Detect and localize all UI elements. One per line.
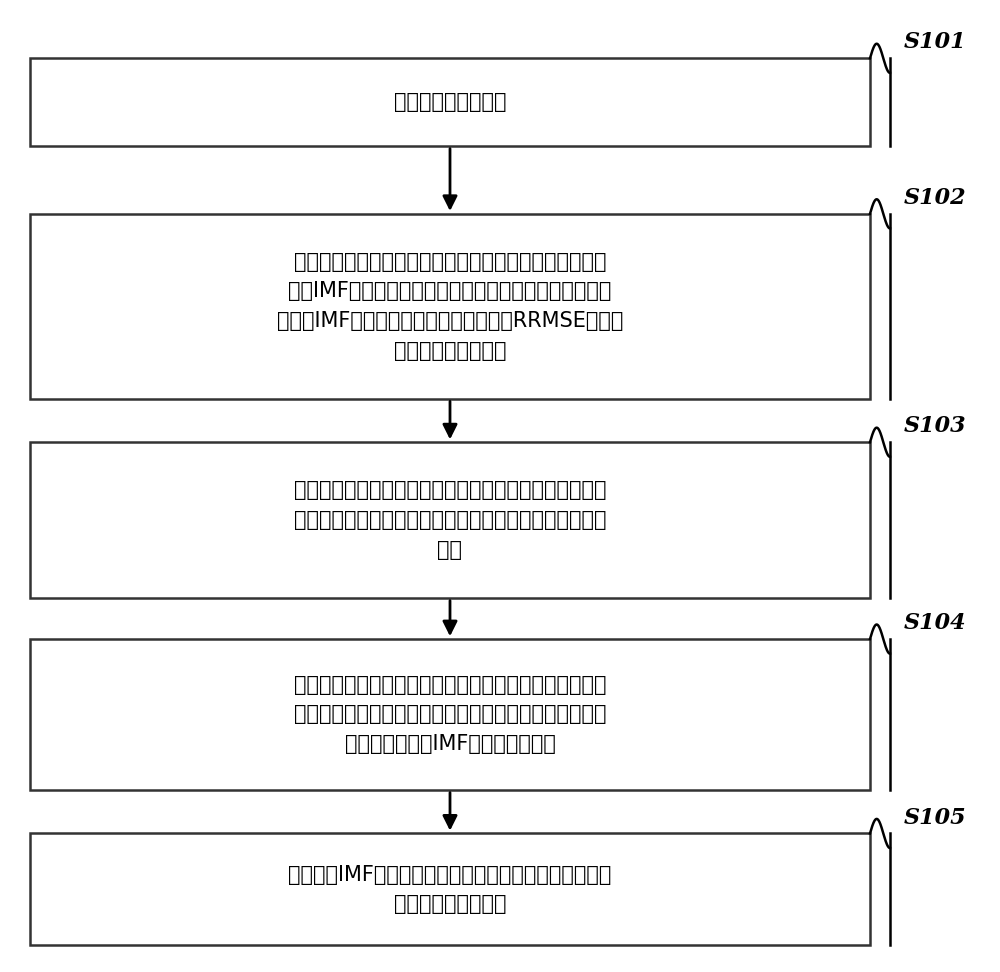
Bar	[30, 58, 870, 146]
Bar	[30, 640, 870, 789]
Text: 根据所述最优白噪声幅值，依据互补集合经验模式分解方
法中白噪声幅值与集合平均数的特性，计算出最优集合平
均数: 根据所述最优白噪声幅值，依据互补集合经验模式分解方 法中白噪声幅值与集合平均数的…	[294, 480, 606, 560]
Bar	[30, 214, 870, 399]
Text: 获取待提取时间序列: 获取待提取时间序列	[394, 92, 506, 112]
Text: S102: S102	[904, 187, 966, 209]
Bar	[30, 442, 870, 598]
Text: 根据所述IMF分量以及所述残余分量，提取出所述待提取
时间序列的趋势序列: 根据所述IMF分量以及所述残余分量，提取出所述待提取 时间序列的趋势序列	[288, 864, 612, 915]
Text: S104: S104	[904, 612, 966, 634]
Bar	[30, 833, 870, 945]
Text: S101: S101	[904, 31, 966, 53]
Text: 基于所述最优白噪声幅值以及所述最优集合平均数，利用
所述互补集合经验模式分解方法，对所述待提取时间序列
进行分解，得出IMF分量和残余分量: 基于所述最优白噪声幅值以及所述最优集合平均数，利用 所述互补集合经验模式分解方法…	[294, 675, 606, 754]
Text: S105: S105	[904, 807, 966, 828]
Text: S103: S103	[904, 415, 966, 437]
Text: 基于利用自适应参数对所述待提取时间序列分解得到的自
适应IMF分量和所述待提取时间序列的相关度，以及所述
自适应IMF分量与所述待提取时间序列的RRMSE值，计: 基于利用自适应参数对所述待提取时间序列分解得到的自 适应IMF分量和所述待提取时…	[277, 252, 623, 361]
